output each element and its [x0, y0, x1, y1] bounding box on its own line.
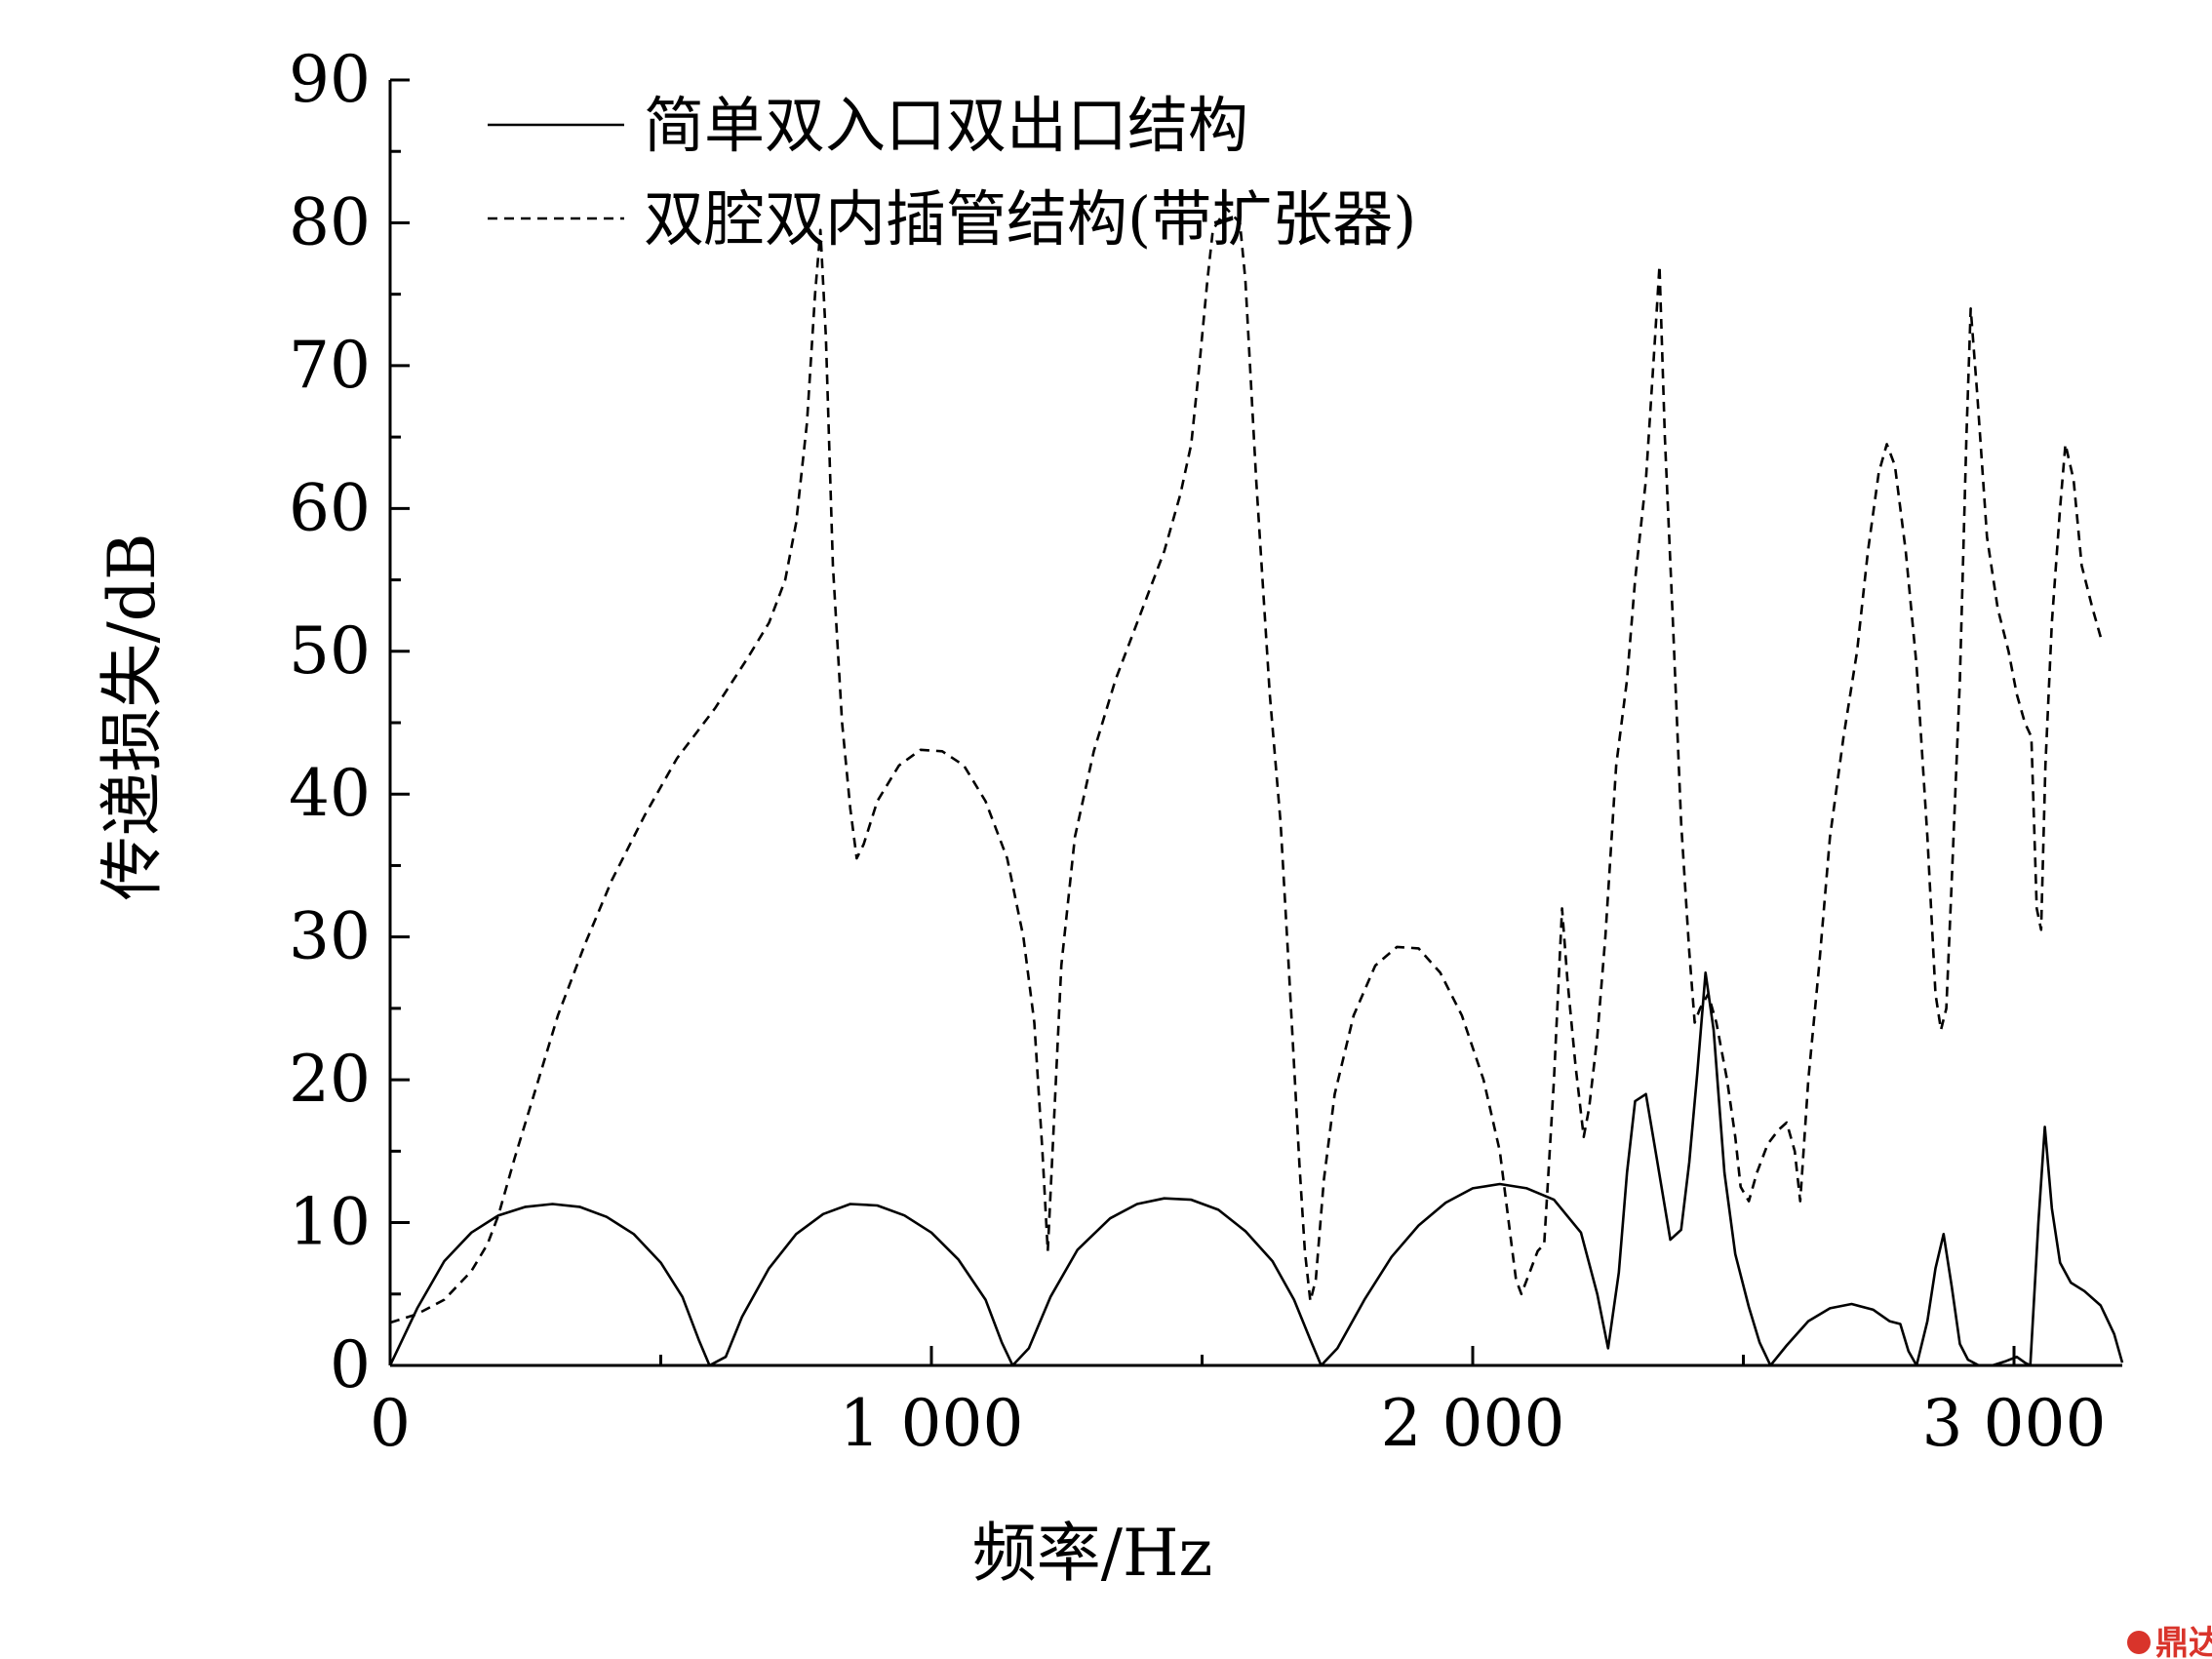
y-tick-label: 90 — [289, 42, 371, 117]
x-tick-label: 3 000 — [1922, 1386, 2107, 1461]
y-axis-title: 传递损失/dB — [95, 533, 170, 901]
legend-label-dashed: 双腔双内插管结构(带扩张器) — [644, 183, 1416, 255]
x-axis-title: 频率/Hz — [972, 1516, 1213, 1591]
y-tick-label: 60 — [289, 470, 371, 545]
y-tick-label: 10 — [289, 1185, 371, 1260]
x-tick-label: 0 — [370, 1386, 411, 1461]
y-tick-label: 20 — [289, 1042, 371, 1117]
y-tick-label: 0 — [330, 1327, 371, 1402]
watermark-text: 鼎达信 — [2155, 1624, 2212, 1659]
series-line-1 — [389, 207, 2103, 1324]
legend-label-solid: 简单双入口双出口结构 — [644, 90, 1248, 161]
y-tick-label: 70 — [289, 328, 371, 403]
legend: 简单双入口双出口结构 双腔双内插管结构(带扩张器) — [488, 90, 1416, 255]
y-tick-label: 40 — [289, 756, 371, 831]
x-tick-label: 1 000 — [840, 1386, 1024, 1461]
series-layer — [388, 207, 2124, 1367]
watermark: 鼎达信 — [2127, 1624, 2212, 1659]
y-tick-label: 50 — [289, 613, 371, 689]
series-line-0 — [388, 970, 2124, 1367]
x-tick-label: 2 000 — [1381, 1386, 1565, 1461]
y-tick-label: 30 — [289, 899, 371, 974]
watermark-logo-icon — [2127, 1631, 2151, 1654]
axes-layer: 0 10 20 30 40 50 60 70 80 90 0 1 000 2 000 3 000 — [289, 42, 2122, 1461]
y-tick-label: 80 — [289, 184, 371, 259]
